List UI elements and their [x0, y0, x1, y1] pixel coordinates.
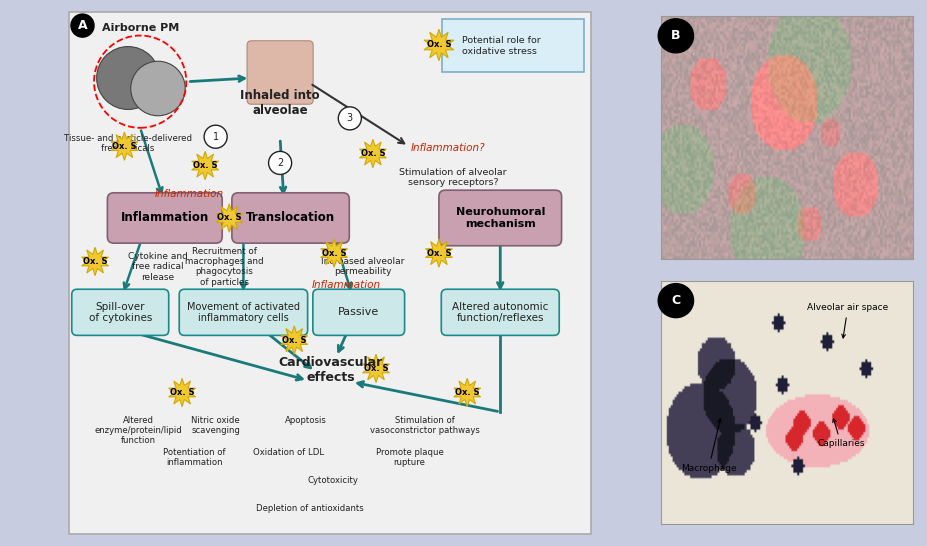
Text: Ox. S: Ox. S [361, 149, 385, 158]
Text: Ox. S: Ox. S [193, 161, 217, 170]
Text: Ox. S: Ox. S [170, 388, 194, 397]
FancyBboxPatch shape [312, 289, 404, 335]
Text: Capillaries: Capillaries [817, 419, 864, 448]
Text: Altered
enzyme/protein/lipid
function: Altered enzyme/protein/lipid function [95, 416, 183, 446]
Text: Ox. S: Ox. S [454, 388, 479, 397]
Text: Alveolar air space: Alveolar air space [806, 304, 887, 338]
FancyBboxPatch shape [69, 12, 590, 534]
Text: Ox. S: Ox. S [363, 364, 387, 373]
Text: Ox. S: Ox. S [322, 248, 346, 258]
Circle shape [204, 125, 227, 149]
Circle shape [70, 14, 94, 37]
Text: 1: 1 [212, 132, 219, 142]
Text: 3: 3 [347, 114, 352, 123]
Polygon shape [82, 247, 108, 276]
Text: Potentiation of
inflammation: Potentiation of inflammation [163, 448, 225, 467]
Circle shape [338, 107, 361, 130]
Text: C: C [670, 294, 679, 307]
Polygon shape [424, 29, 453, 61]
Text: Cytokine and
free radical
release: Cytokine and free radical release [128, 252, 187, 282]
Text: Inflammation: Inflammation [121, 211, 209, 224]
Text: 2: 2 [276, 158, 283, 168]
Text: Inhaled into
alveolae: Inhaled into alveolae [240, 88, 320, 117]
FancyBboxPatch shape [247, 41, 312, 104]
Text: Ox. S: Ox. S [112, 141, 136, 151]
Text: A: A [78, 19, 87, 32]
Circle shape [657, 283, 692, 318]
Text: Ox. S: Ox. S [426, 248, 451, 258]
Polygon shape [169, 378, 196, 407]
Polygon shape [362, 354, 389, 383]
Text: Inflammation: Inflammation [311, 280, 381, 289]
Circle shape [657, 19, 692, 53]
Text: Macrophage: Macrophage [680, 419, 736, 473]
Polygon shape [281, 326, 308, 354]
FancyBboxPatch shape [71, 289, 169, 335]
Text: B: B [670, 29, 679, 43]
Polygon shape [425, 239, 451, 267]
Text: Cytotoxicity: Cytotoxicity [307, 476, 358, 485]
Polygon shape [192, 151, 219, 180]
Text: Translocation: Translocation [246, 211, 335, 224]
Text: Cardiovascular
effects: Cardiovascular effects [278, 356, 383, 384]
Text: Depletion of antioxidants: Depletion of antioxidants [256, 503, 363, 513]
Text: Passive: Passive [337, 307, 379, 317]
Text: Inflammation: Inflammation [155, 189, 223, 199]
Text: Recruitment of
macrophages and
phagocytosis
of particles: Recruitment of macrophages and phagocyto… [184, 247, 263, 287]
FancyBboxPatch shape [438, 190, 561, 246]
Circle shape [131, 61, 185, 116]
FancyBboxPatch shape [441, 289, 559, 335]
FancyBboxPatch shape [441, 19, 583, 72]
Polygon shape [453, 378, 480, 407]
Text: Inflammation?: Inflammation? [411, 143, 485, 153]
Text: Ox. S: Ox. S [217, 213, 241, 222]
Text: Nitric oxide
scavenging: Nitric oxide scavenging [191, 416, 240, 435]
Text: Potential role for
oxidative stress: Potential role for oxidative stress [462, 37, 540, 56]
Text: Promote plaque
rupture: Promote plaque rupture [375, 448, 443, 467]
Polygon shape [321, 239, 348, 267]
Polygon shape [359, 139, 386, 168]
Text: Ox. S: Ox. S [426, 40, 451, 50]
Text: Tissue- and particle-delivered
free radicals: Tissue- and particle-delivered free radi… [64, 134, 192, 153]
Text: Neurohumoral
mechanism: Neurohumoral mechanism [455, 207, 544, 229]
FancyBboxPatch shape [108, 193, 222, 243]
Text: Oxidation of LDL: Oxidation of LDL [253, 448, 324, 457]
Circle shape [96, 46, 159, 109]
Text: Ox. S: Ox. S [282, 336, 306, 345]
Text: Movement of activated
inflammatory cells: Movement of activated inflammatory cells [186, 301, 299, 323]
Text: Apoptosis: Apoptosis [286, 416, 327, 425]
Text: Increased alveolar
permeability: Increased alveolar permeability [321, 257, 403, 276]
FancyBboxPatch shape [179, 289, 307, 335]
Text: Altered autonomic
function/reflexes: Altered autonomic function/reflexes [451, 301, 548, 323]
Text: Ox. S: Ox. S [83, 257, 108, 266]
Text: Stimulation of
vasoconstrictor pathways: Stimulation of vasoconstrictor pathways [370, 416, 479, 435]
Text: Stimulation of alveolar
sensory receptors?: Stimulation of alveolar sensory receptor… [399, 168, 506, 187]
Circle shape [268, 151, 291, 175]
Polygon shape [216, 204, 243, 232]
Text: Airborne PM: Airborne PM [101, 23, 179, 33]
FancyBboxPatch shape [232, 193, 349, 243]
Text: Spill-over
of cytokines: Spill-over of cytokines [88, 301, 152, 323]
Polygon shape [111, 132, 138, 161]
